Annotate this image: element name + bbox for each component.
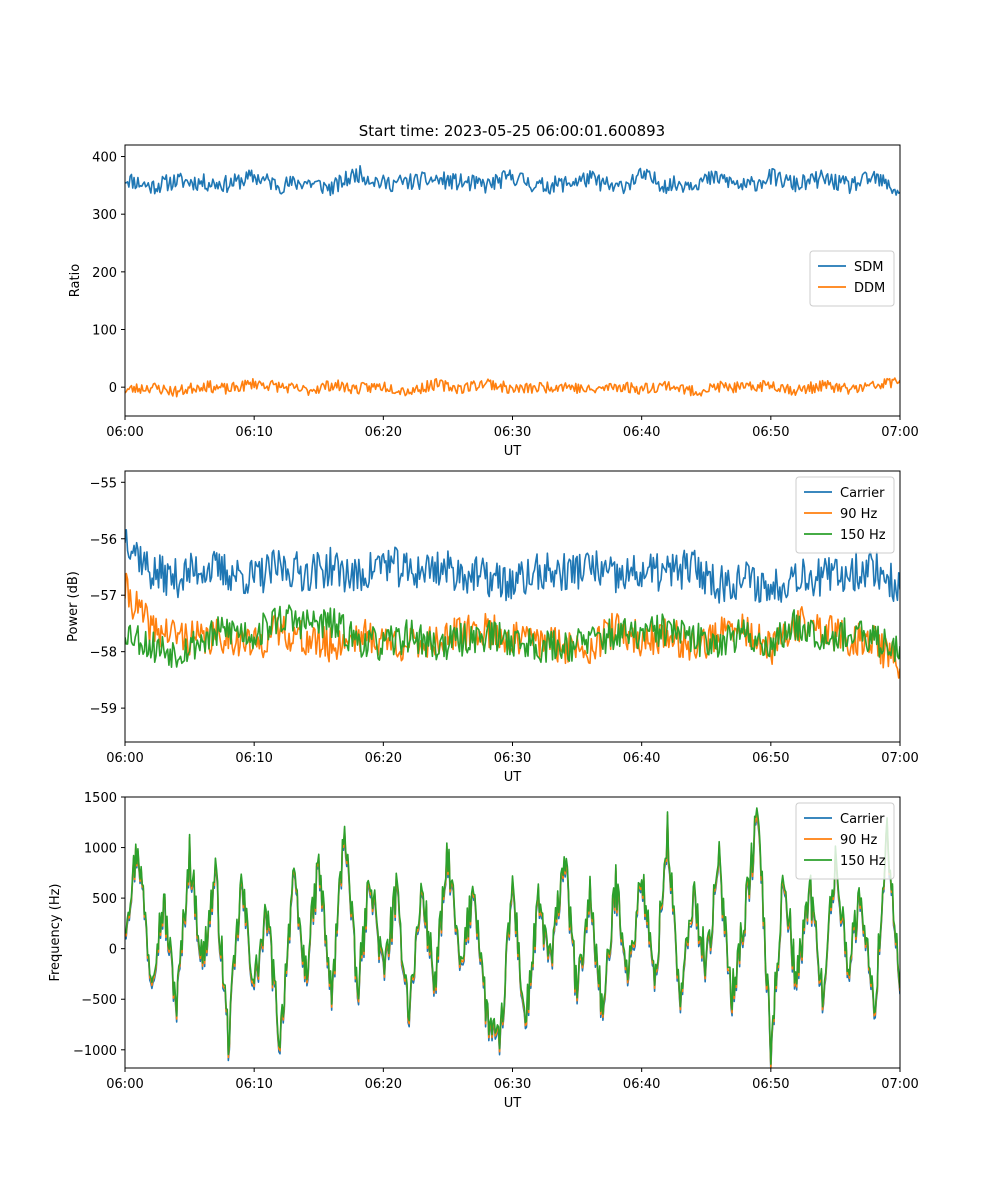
x-axis-label: UT — [504, 1096, 522, 1111]
legend-entry: 150 Hz — [840, 528, 886, 543]
y-tick-label: −57 — [90, 589, 117, 604]
y-axis-label: Power (dB) — [66, 571, 81, 642]
x-tick-label: 06:40 — [623, 1077, 660, 1092]
chart-panel-2: 06:00 06:10 06:20 06:30 06:40 06:50 07:00 −59 −5… — [66, 470, 919, 785]
legend-entry: SDM — [854, 260, 883, 275]
y-tick-label: 300 — [92, 208, 117, 223]
chart-panel-1: 06:00 06:10 06:20 06:30 06:40 06:50 07:00 0 100 2… — [68, 144, 919, 459]
y-tick-label: −56 — [90, 533, 117, 548]
y-axis-label: Frequency (Hz) — [48, 883, 63, 981]
x-axis-label: UT — [504, 770, 522, 785]
legend: SDM DDM — [809, 250, 895, 307]
y-tick-label: 0 — [109, 381, 117, 396]
legend-box — [809, 250, 895, 307]
x-axis-label: UT — [504, 444, 522, 459]
legend-entry: Carrier — [840, 486, 885, 501]
x-tick-label: 06:20 — [365, 751, 402, 766]
plot-frame — [124, 796, 901, 1069]
x-tick-label: 06:50 — [752, 751, 789, 766]
x-tick-label: 06:00 — [106, 751, 143, 766]
x-tick-label: 06:20 — [365, 425, 402, 440]
y-tick-label: 100 — [92, 324, 117, 339]
x-tick-label: 06:10 — [235, 751, 272, 766]
panels: 06:00 06:10 06:20 06:30 06:40 06:50 07:00 0 100 2… — [48, 144, 919, 1111]
y-tick-label: 200 — [92, 266, 117, 281]
x-tick-label: 06:00 — [106, 425, 143, 440]
series-line-150-hz — [125, 604, 900, 668]
legend-entry: DDM — [854, 281, 885, 296]
legend-entry: Carrier — [840, 812, 885, 827]
legend: Carrier 90 Hz 150 Hz — [795, 802, 895, 880]
y-tick-label: −58 — [90, 646, 117, 661]
series-line-carrier — [125, 528, 900, 604]
series-line-90-hz — [125, 812, 900, 1068]
y-tick-label: −500 — [81, 993, 117, 1008]
y-tick-label: −55 — [90, 476, 117, 491]
y-tick-label: 500 — [92, 892, 117, 907]
x-tick-label: 06:40 — [623, 425, 660, 440]
y-tick-label: 400 — [92, 151, 117, 166]
legend: Carrier 90 Hz 150 Hz — [795, 476, 895, 554]
series-line-ddm — [125, 377, 900, 398]
x-tick-label: 06:50 — [752, 425, 789, 440]
y-tick-label: −59 — [90, 702, 117, 717]
x-tick-label: 06:00 — [106, 1077, 143, 1092]
legend-entry: 90 Hz — [840, 507, 877, 522]
x-tick-label: 06:20 — [365, 1077, 402, 1092]
x-tick-label: 07:00 — [881, 425, 918, 440]
legend-entry: 150 Hz — [840, 854, 886, 869]
x-tick-label: 06:40 — [623, 751, 660, 766]
x-tick-label: 06:10 — [235, 1077, 272, 1092]
series-line-150-hz — [125, 807, 900, 1065]
x-tick-label: 06:10 — [235, 425, 272, 440]
plot-frame — [124, 470, 901, 743]
y-tick-label: 1500 — [84, 791, 117, 806]
x-tick-label: 07:00 — [881, 751, 918, 766]
figure-title: Start time: 2023-05-25 06:00:01.600893 — [359, 122, 665, 140]
y-tick-label: 1000 — [84, 842, 117, 857]
x-tick-label: 06:30 — [494, 425, 531, 440]
x-tick-label: 06:30 — [494, 751, 531, 766]
x-tick-label: 07:00 — [881, 1077, 918, 1092]
series-line-sdm — [125, 164, 900, 197]
legend-entry: 90 Hz — [840, 833, 877, 848]
y-tick-label: −1000 — [73, 1044, 117, 1059]
x-tick-label: 06:50 — [752, 1077, 789, 1092]
y-axis-label: Ratio — [68, 264, 83, 297]
series-line-carrier — [125, 815, 900, 1068]
y-tick-label: 0 — [109, 943, 117, 958]
chart-panel-3: 06:00 06:10 06:20 06:30 06:40 06:50 07:00 −1000… — [48, 791, 919, 1111]
x-tick-label: 06:30 — [494, 1077, 531, 1092]
